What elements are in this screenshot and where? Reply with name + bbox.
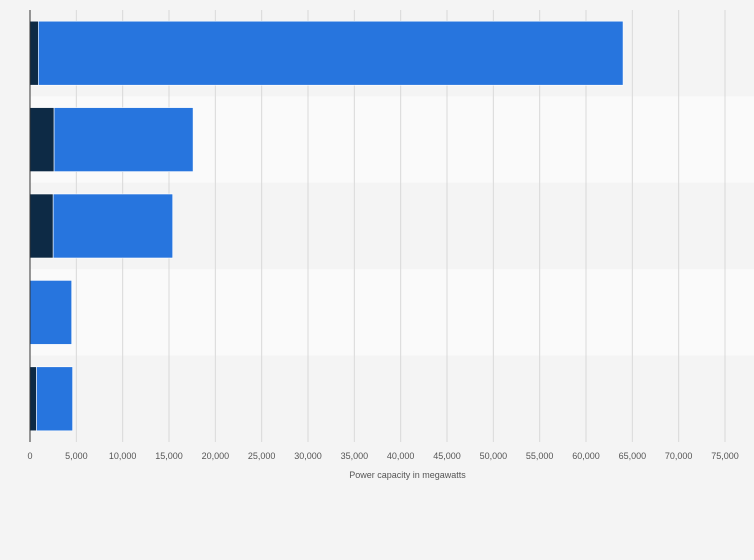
x-tick-label: 10,000: [109, 451, 137, 461]
x-tick-label: 20,000: [202, 451, 230, 461]
row-band: [30, 355, 754, 442]
x-tick-label: 55,000: [526, 451, 554, 461]
x-tick-label: 15,000: [155, 451, 183, 461]
x-tick-label: 75,000: [711, 451, 739, 461]
bar-series-2-row-5: [36, 366, 73, 432]
bar-series-1-row-1: [29, 20, 39, 86]
x-axis-title: Power capacity in megawatts: [349, 470, 466, 480]
bar-series-2-row-4: [29, 280, 73, 345]
bar-series-2-row-1: [38, 20, 624, 86]
bars: [29, 20, 624, 432]
x-tick-label: 30,000: [294, 451, 322, 461]
x-tick-label: 60,000: [572, 451, 600, 461]
x-tick-label: 0: [27, 451, 32, 461]
bar-series-1-row-3: [29, 193, 54, 259]
x-tick-labels: 0 5,000 10,000 15,000 20,000 25,000 30,000 35,0…: [27, 451, 738, 461]
x-tick-label: 45,000: [433, 451, 461, 461]
x-tick-label: 65,000: [619, 451, 647, 461]
x-tick-label: 40,000: [387, 451, 415, 461]
x-tick-label: 25,000: [248, 451, 276, 461]
bar-series-2-row-3: [52, 193, 174, 259]
bar-series-2-row-2: [53, 107, 194, 172]
row-bands: [30, 10, 754, 442]
x-tick-label: 35,000: [341, 451, 369, 461]
x-tick-label: 50,000: [480, 451, 508, 461]
x-tick-label: 5,000: [65, 451, 88, 461]
bar-series-1-row-2: [29, 107, 55, 172]
x-tick-label: 70,000: [665, 451, 693, 461]
row-band: [30, 269, 754, 356]
bar-series-1-row-5: [29, 366, 37, 432]
